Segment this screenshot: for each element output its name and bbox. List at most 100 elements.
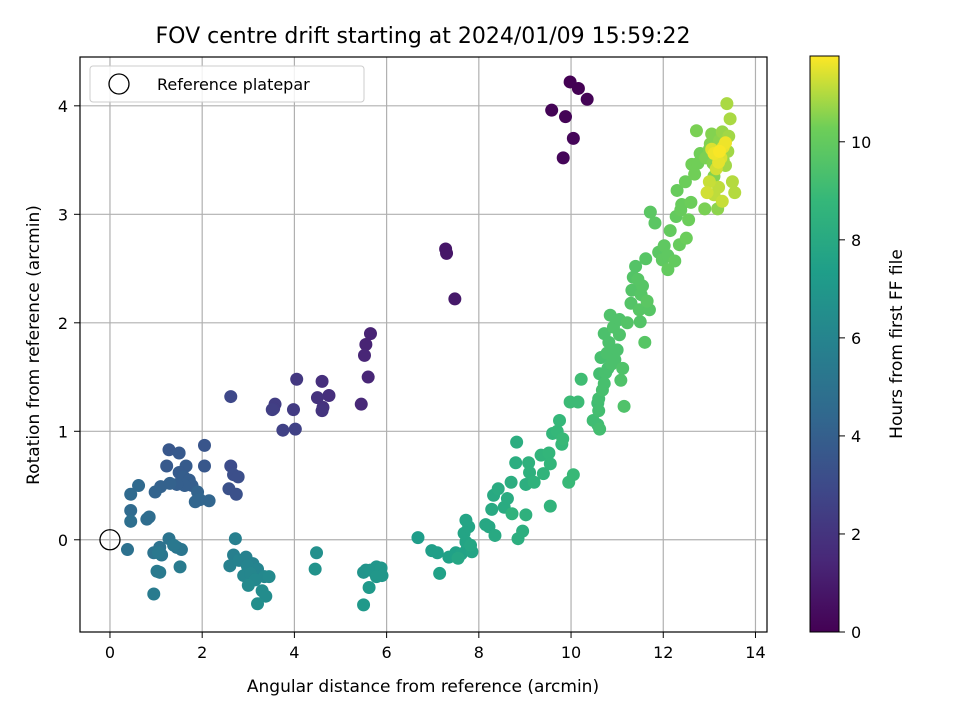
scatter-point: [614, 373, 628, 387]
scatter-point: [536, 467, 550, 481]
scatter-point: [593, 422, 607, 436]
legend: Reference platepar: [89, 65, 365, 103]
x-axis-label: Angular distance from reference (arcmin): [247, 677, 599, 697]
plot-frame: [79, 56, 768, 633]
scatter-point: [608, 353, 622, 367]
scatter-point: [124, 487, 138, 501]
scatter-point: [485, 502, 499, 516]
colorbar-tick-label: 10: [851, 133, 871, 152]
y-tick-label: 0: [58, 531, 68, 550]
scatter-point: [231, 470, 245, 484]
scatter-point: [451, 551, 465, 565]
y-axis-ticks: 0 1 2 3 4: [58, 97, 80, 550]
y-tick-label: 1: [58, 422, 68, 441]
scatter-point: [433, 566, 447, 580]
scatter-point: [241, 578, 255, 592]
scatter-point: [357, 348, 371, 362]
scatter-point: [124, 503, 138, 517]
scatter-point: [488, 528, 502, 542]
x-tick-label: 0: [105, 643, 115, 662]
scatter-point: [543, 457, 557, 471]
reference-marker: [99, 529, 121, 551]
scatter-point: [411, 531, 425, 545]
scatter-point: [702, 175, 716, 189]
scatter-point: [612, 328, 626, 342]
scatter-point: [276, 423, 290, 437]
colorbar-gradient: [809, 55, 840, 633]
scatter-point: [663, 224, 677, 238]
scatter-point: [723, 112, 737, 126]
scatter-point: [440, 246, 454, 260]
colorbar: 0 2 4 6 8 10 Hours from first FF file: [809, 55, 907, 642]
scatter-point: [197, 459, 211, 473]
scatter-point: [459, 513, 473, 527]
scatter-point: [315, 374, 329, 388]
scatter-point: [592, 404, 606, 418]
scatter-point: [688, 167, 702, 181]
scatter-point: [559, 110, 573, 124]
x-tick-label: 8: [474, 643, 484, 662]
scatter-point: [464, 538, 478, 552]
scatter-point: [616, 361, 630, 375]
x-tick-label: 10: [561, 643, 581, 662]
scatter-point: [359, 338, 373, 351]
colorbar-tick-label: 2: [851, 525, 861, 544]
scatter-point: [556, 151, 570, 165]
scatter-point: [430, 546, 444, 560]
scatter-point: [668, 254, 682, 268]
scatter-point: [679, 231, 693, 245]
legend-box: [89, 65, 365, 103]
scatter-point: [633, 315, 647, 329]
x-tick-label: 6: [382, 643, 392, 662]
scatter-point: [698, 202, 712, 216]
scatter-point: [556, 432, 570, 446]
scatter-point: [684, 195, 698, 209]
scatter-point: [142, 510, 156, 524]
scatter-point: [505, 507, 519, 521]
scatter-point: [251, 597, 265, 611]
y-tick-label: 4: [58, 97, 68, 116]
colorbar-tick-label: 0: [851, 623, 861, 642]
scatter-point: [571, 81, 585, 95]
scatter-point: [574, 372, 588, 386]
scatter-point: [620, 316, 634, 330]
scatter-point: [224, 390, 238, 404]
scatter-point: [545, 103, 559, 117]
scatter-point: [661, 263, 675, 277]
scatter-point: [229, 487, 243, 501]
reference-platepar-point: [99, 529, 121, 551]
x-axis-ticks: 0 2 4 6 8 10 12 14: [105, 632, 766, 662]
scatter-point: [571, 395, 585, 409]
scatter-point: [322, 388, 336, 402]
scatter-point: [315, 404, 329, 418]
scatter-point: [172, 446, 186, 460]
scatter-point: [288, 422, 302, 436]
scatter-point: [543, 499, 557, 513]
y-axis-label: Rotation from reference (arcmin): [24, 205, 44, 485]
scatter-point: [519, 508, 533, 522]
scatter-point: [290, 372, 304, 386]
scatter-point: [639, 252, 653, 266]
scatter-point: [713, 144, 727, 158]
scatter-point: [648, 216, 662, 230]
scatter-point: [148, 485, 162, 499]
scatter-point: [197, 438, 211, 452]
scatter-point: [700, 186, 714, 200]
scatter-point: [638, 335, 652, 349]
scatter-point: [308, 562, 322, 576]
y-tick-label: 3: [58, 205, 68, 224]
scatter-point: [160, 459, 174, 473]
x-tick-label: 12: [653, 643, 673, 662]
scatter-point: [448, 292, 462, 306]
scatter-point: [643, 205, 657, 219]
scatter-point: [523, 466, 537, 480]
scatter-point: [516, 524, 530, 538]
scatter-point: [632, 303, 646, 317]
scatter-point: [682, 213, 696, 227]
scatter-point: [553, 413, 567, 427]
scatter-point: [522, 456, 536, 470]
scatter-point: [167, 538, 181, 552]
scatter-point: [678, 175, 692, 189]
colorbar-label: Hours from first FF file: [887, 249, 907, 439]
scatter-point: [597, 327, 611, 341]
